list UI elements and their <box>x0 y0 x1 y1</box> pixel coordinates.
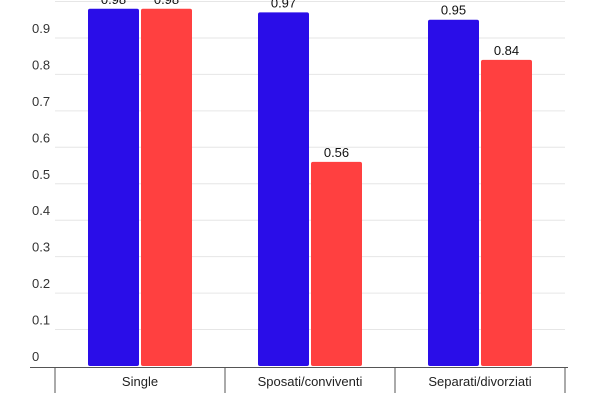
y-tick-label: 0.2 <box>32 276 50 291</box>
bars <box>88 8 532 367</box>
x-axis: Single Sposati/conviventi Separati/divorzi… <box>30 367 568 393</box>
y-axis-tick-labels: 00.10.20.30.40.50.60.70.80.91 <box>32 21 50 364</box>
data-labels: 0.98 0.97 0.95 0.98 0.56 0.84 <box>101 0 519 160</box>
bar <box>88 8 139 366</box>
bar <box>481 59 532 366</box>
bar <box>311 161 362 366</box>
data-label: 0.95 <box>441 3 466 18</box>
x-tick-label: Separati/divorziati <box>428 374 531 389</box>
y-tick-label: 0.4 <box>32 203 50 218</box>
data-label: 0.98 <box>154 0 179 7</box>
y-tick-label: 0 <box>32 349 39 364</box>
data-label: 0.84 <box>494 43 519 58</box>
y-tick-label: 0.5 <box>32 167 50 182</box>
x-tick-label: Sposati/conviventi <box>258 374 363 389</box>
bar <box>258 12 309 367</box>
data-label: 0.98 <box>101 0 126 7</box>
y-tick-label: 0.6 <box>32 130 50 145</box>
gridlines <box>55 1 565 331</box>
bar <box>141 8 192 366</box>
data-label: 0.56 <box>324 145 349 160</box>
y-tick-label: 0.9 <box>32 21 50 36</box>
y-tick-label: 0.3 <box>32 240 50 255</box>
y-tick-label: 0.8 <box>32 57 50 72</box>
y-tick-label: 0.7 <box>32 94 50 109</box>
data-label: 0.97 <box>271 0 296 10</box>
bar <box>428 19 479 366</box>
y-tick-label: 0.1 <box>32 313 50 328</box>
x-tick-label: Single <box>122 374 158 389</box>
